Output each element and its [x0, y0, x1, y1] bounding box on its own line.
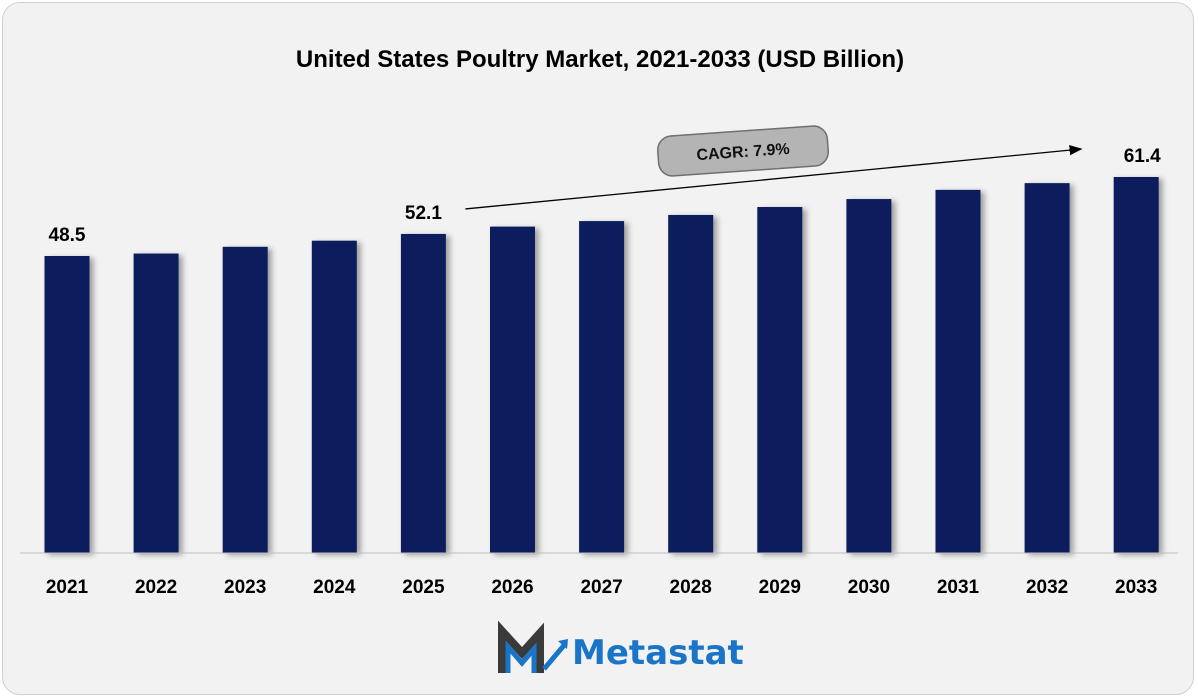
cagr-label: CAGR: 7.9% [696, 141, 790, 164]
x-tick-label-2026: 2026 [491, 577, 533, 598]
x-tick-label-2028: 2028 [670, 577, 712, 598]
x-tick-label-2023: 2023 [224, 577, 266, 598]
bar-2023 [222, 246, 268, 553]
bar-2029 [757, 207, 803, 553]
x-tick-label-2029: 2029 [759, 577, 801, 598]
bar-2026 [490, 226, 535, 553]
cagr-callout: CAGR: 7.9% [657, 125, 829, 177]
x-tick-label-2027: 2027 [580, 577, 622, 598]
bar-2025 [400, 233, 446, 553]
chart-title: United States Poultry Market, 2021-2033 … [296, 46, 904, 73]
bar-2032 [1024, 183, 1070, 553]
bars-group [44, 177, 1159, 554]
x-tick-label-2031: 2031 [937, 577, 980, 598]
data-label-2025: 52.1 [405, 203, 442, 224]
data-label-2033: 61.4 [1124, 146, 1161, 167]
x-tick-label-2030: 2030 [848, 577, 890, 598]
metastat-m-logo-icon [498, 620, 568, 673]
bar-2033 [1113, 177, 1159, 553]
cagr-arrow [465, 144, 1083, 210]
bar-2031 [935, 189, 981, 554]
data-labels: 48.5 52.1 61.4 [49, 146, 1162, 246]
bar-2021 [44, 255, 90, 553]
data-label-2021: 48.5 [49, 225, 86, 246]
bar-2022 [133, 253, 179, 553]
x-tick-label-2032: 2032 [1026, 577, 1068, 598]
bar-2024 [311, 240, 357, 553]
x-tick-label-2022: 2022 [135, 577, 177, 598]
x-tick-label-2024: 2024 [313, 577, 356, 598]
bar-2027 [579, 221, 625, 554]
cagr-callout-box [657, 125, 829, 177]
bar-2030 [846, 199, 892, 554]
x-tick-label-2033: 2033 [1115, 577, 1157, 598]
x-tick-label-2021: 2021 [46, 577, 89, 598]
brand-name: Metastat [572, 633, 744, 673]
x-tick-labels: 2021 2022 2023 2024 2025 2026 2027 2028 2029 2030… [46, 577, 1157, 598]
x-tick-label-2025: 2025 [402, 577, 445, 598]
bar-2028 [668, 214, 714, 554]
